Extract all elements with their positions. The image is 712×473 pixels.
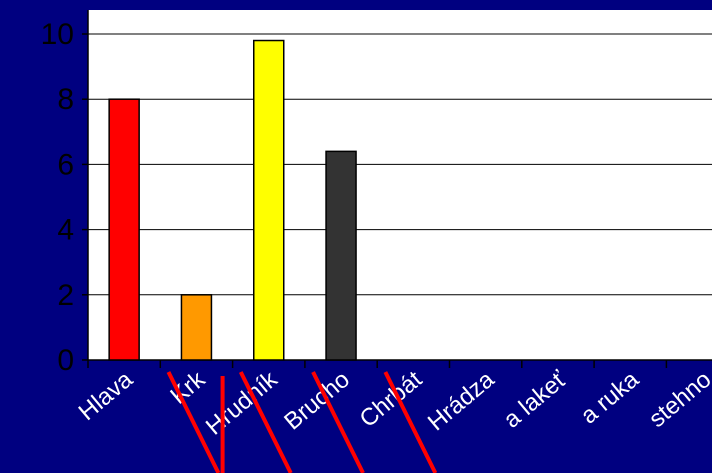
strike-line-brucho: [311, 371, 365, 473]
strike-line-chrbát: [383, 371, 438, 473]
y-tick-label-6: 6: [57, 148, 74, 181]
x-tick-label: Krk: [165, 365, 211, 409]
bar-brucho: [325, 150, 357, 361]
x-tick-label: a lakeť: [498, 365, 572, 433]
x-tick-label: a ruka: [576, 365, 645, 429]
bar-krk: [180, 294, 213, 361]
strike-line-krk: [166, 371, 221, 473]
x-tick-label: stehno: [644, 366, 712, 433]
strike-line-hrudník: [238, 371, 293, 473]
x-tick-label: Chrbát: [355, 366, 428, 433]
x-tick-label: Hrádza: [423, 365, 500, 436]
bar-hlava: [108, 98, 140, 361]
y-tick-label-2: 2: [57, 279, 74, 312]
x-tick-label: Hlava: [74, 365, 139, 426]
y-tick-label-4: 4: [57, 214, 74, 247]
y-tick-label-8: 8: [57, 83, 74, 116]
y-tick-label-0: 0: [57, 344, 74, 377]
bar-hrudník: [253, 39, 285, 361]
y-tick-label-10: 10: [41, 18, 74, 51]
